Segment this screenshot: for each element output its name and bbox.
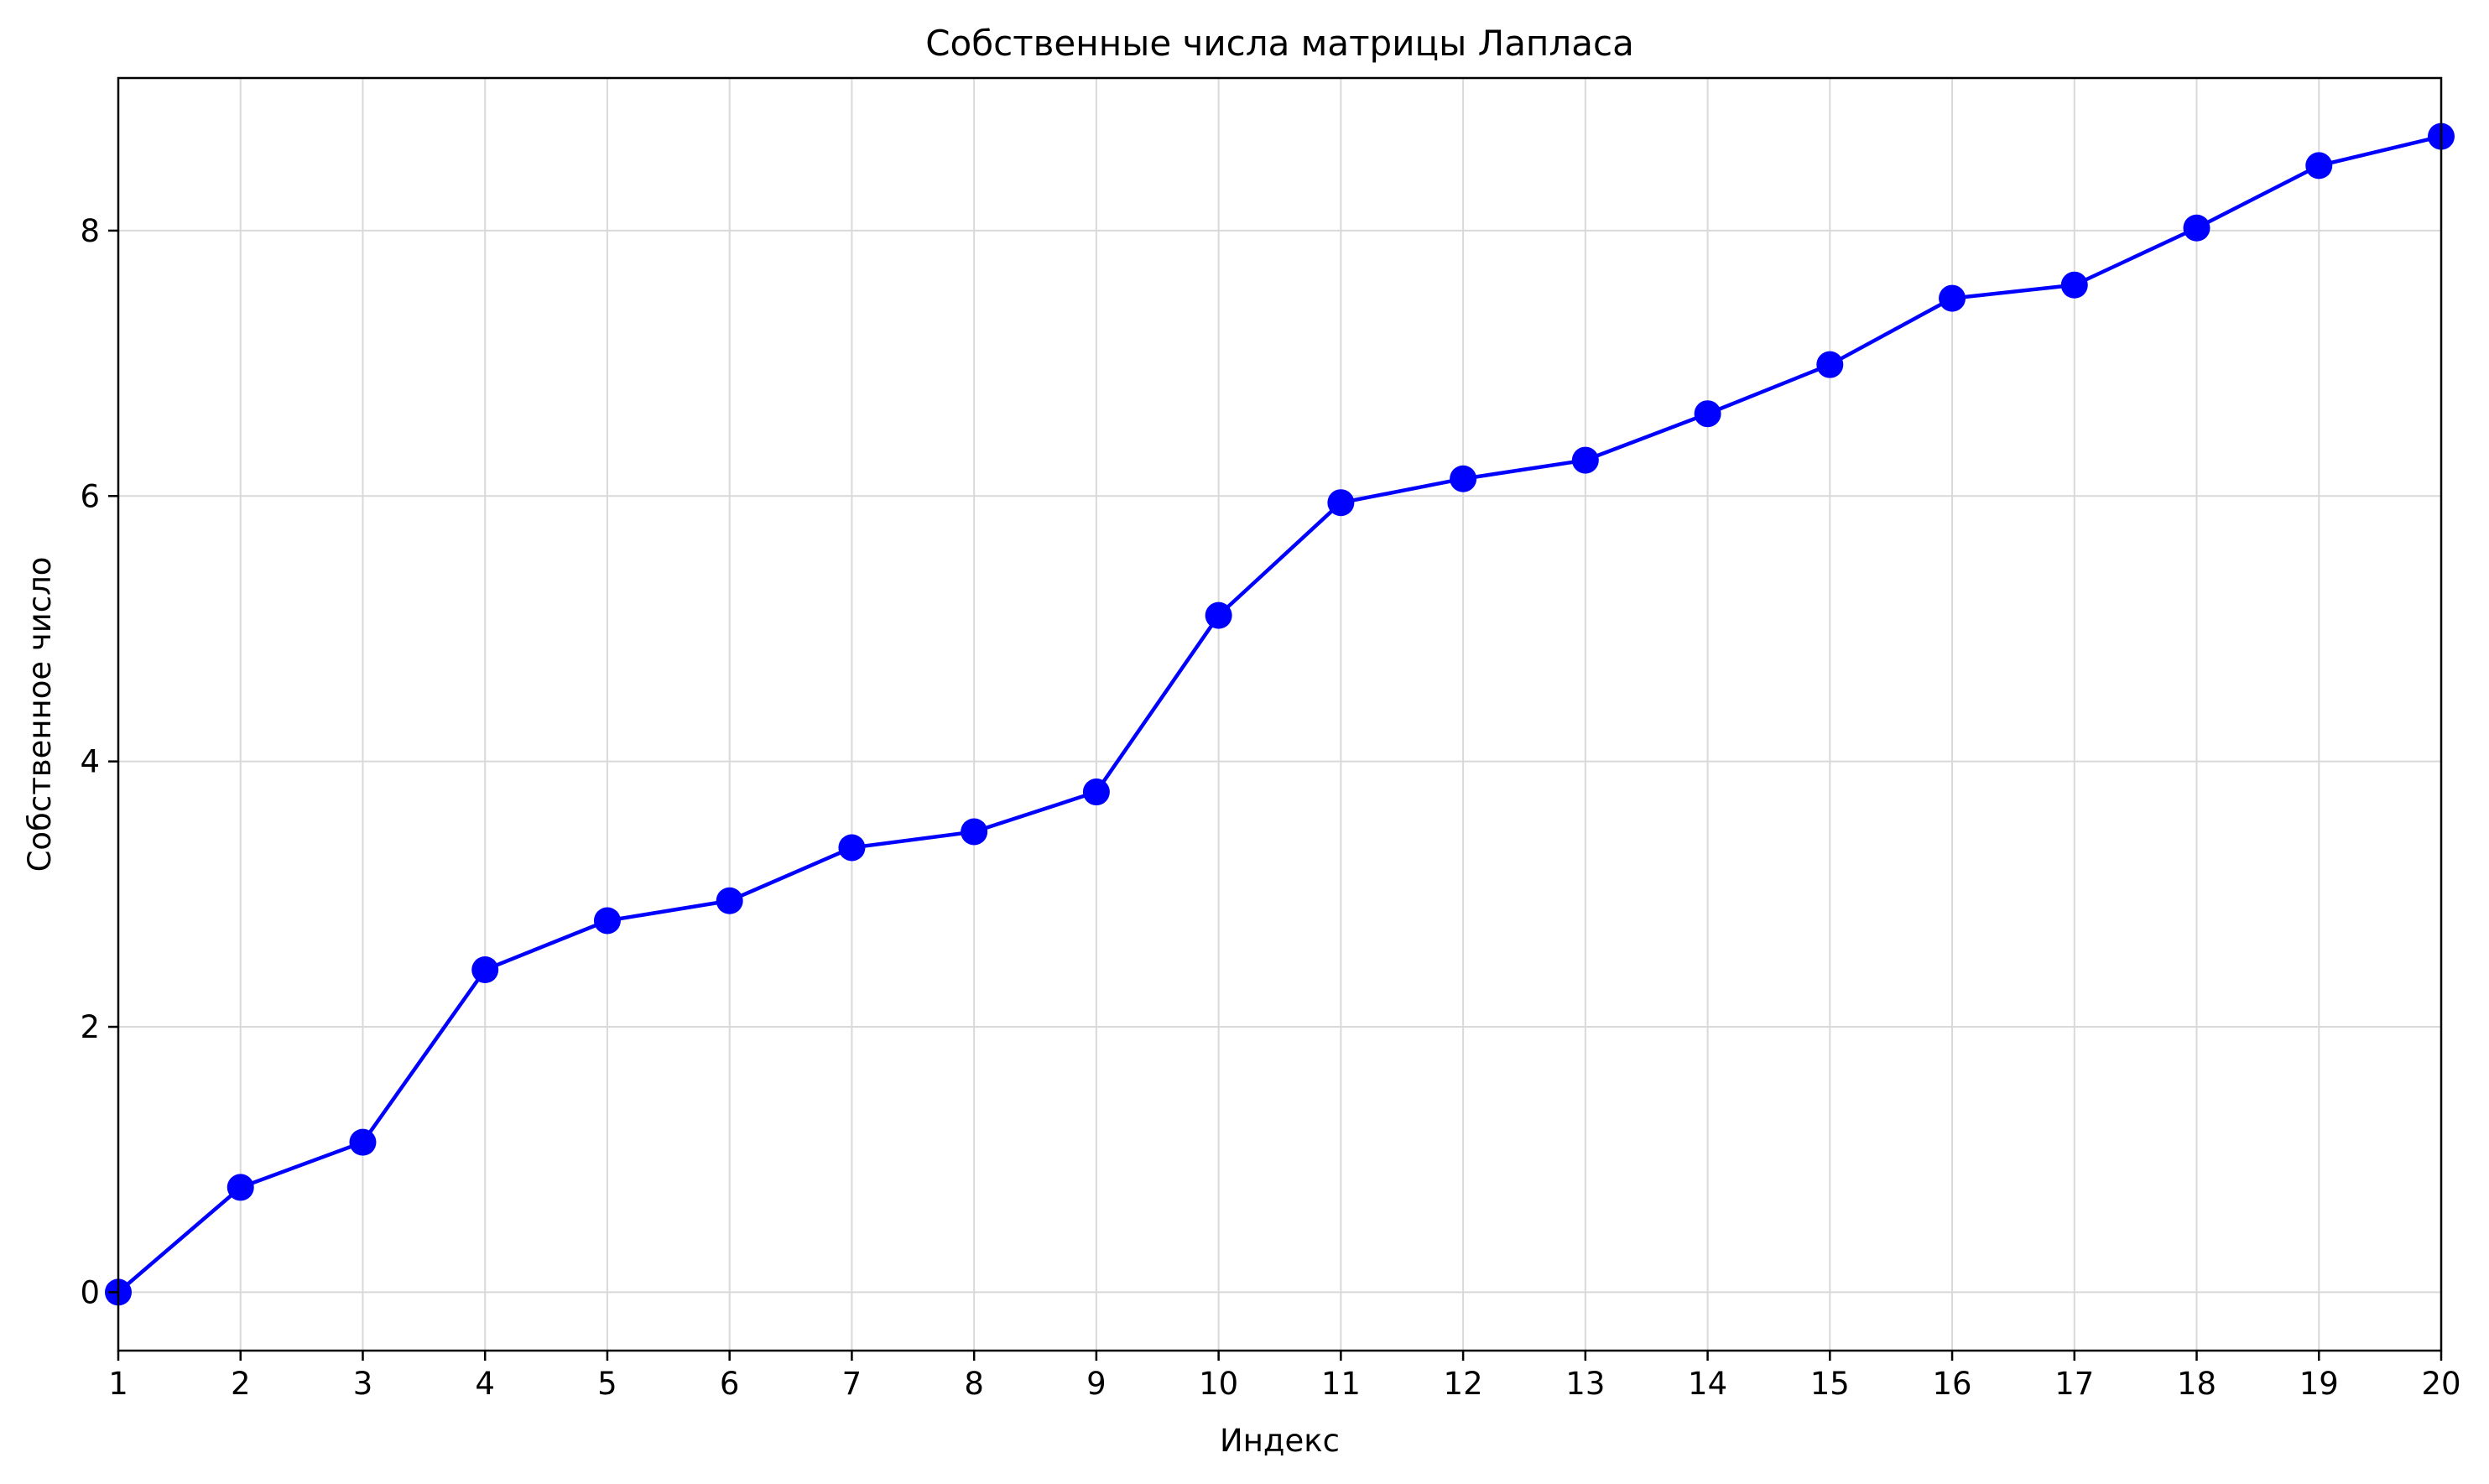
data-point: [1327, 489, 1355, 517]
x-tick-label: 3: [353, 1366, 373, 1402]
x-tick-label: 2: [231, 1366, 251, 1402]
data-point: [838, 834, 866, 862]
x-tick-label: 1: [108, 1366, 128, 1402]
x-tick-label: 5: [597, 1366, 617, 1402]
x-tick-label: 4: [475, 1366, 495, 1402]
x-tick-label: 11: [1321, 1366, 1361, 1402]
x-tick-label: 8: [964, 1366, 984, 1402]
x-tick-label: 6: [720, 1366, 740, 1402]
data-point: [716, 887, 743, 914]
y-tick-label: 4: [80, 744, 100, 780]
data-point: [471, 956, 499, 984]
x-tick-label: 10: [1199, 1366, 1238, 1402]
grid-lines: [117, 78, 2442, 1351]
data-point: [1816, 351, 1844, 378]
x-tick-label: 17: [2054, 1366, 2094, 1402]
y-tick-label: 8: [80, 213, 100, 249]
data-point: [1939, 284, 1966, 312]
data-point: [1450, 465, 1477, 492]
x-tick-label: 19: [2299, 1366, 2339, 1402]
data-point: [1082, 778, 1110, 806]
data-point: [2183, 214, 2210, 242]
x-tick-label: 12: [1444, 1366, 1483, 1402]
data-point: [349, 1128, 377, 1156]
data-point: [593, 907, 621, 935]
y-tick-label: 2: [80, 1009, 100, 1045]
x-tick-label: 16: [1933, 1366, 1972, 1402]
data-point: [961, 818, 988, 846]
y-axis-label: Собственное число: [22, 557, 58, 872]
y-axis-ticks: 0 2 4 6 8: [80, 213, 118, 1310]
x-axis-label: Индекс: [1220, 1423, 1340, 1459]
axes-frame: [117, 76, 2443, 1352]
x-tick-label: 15: [1810, 1366, 1850, 1402]
x-tick-label: 7: [842, 1366, 862, 1402]
series-line: [116, 134, 2444, 1294]
x-tick-label: 9: [1086, 1366, 1107, 1402]
x-axis-ticks: 1 2 3 4 5 6 7 8 9 10 11 12 13 14 15 16 17 18 19 20: [108, 1351, 2461, 1402]
data-point: [1694, 400, 1721, 428]
y-tick-label: 6: [80, 478, 100, 514]
x-tick-label: 14: [1688, 1366, 1727, 1402]
data-point: [227, 1174, 254, 1201]
y-tick-label: 0: [80, 1274, 100, 1310]
data-point: [2305, 152, 2333, 180]
x-tick-label: 13: [1565, 1366, 1605, 1402]
x-tick-label: 18: [2177, 1366, 2216, 1402]
x-tick-label: 20: [2421, 1366, 2460, 1402]
data-point: [2060, 271, 2088, 299]
chart-title: Собственные числа матрицы Лапласа: [925, 23, 1634, 64]
series-layer: [105, 122, 2455, 1306]
data-point: [1571, 446, 1599, 474]
data-point: [1205, 601, 1232, 629]
